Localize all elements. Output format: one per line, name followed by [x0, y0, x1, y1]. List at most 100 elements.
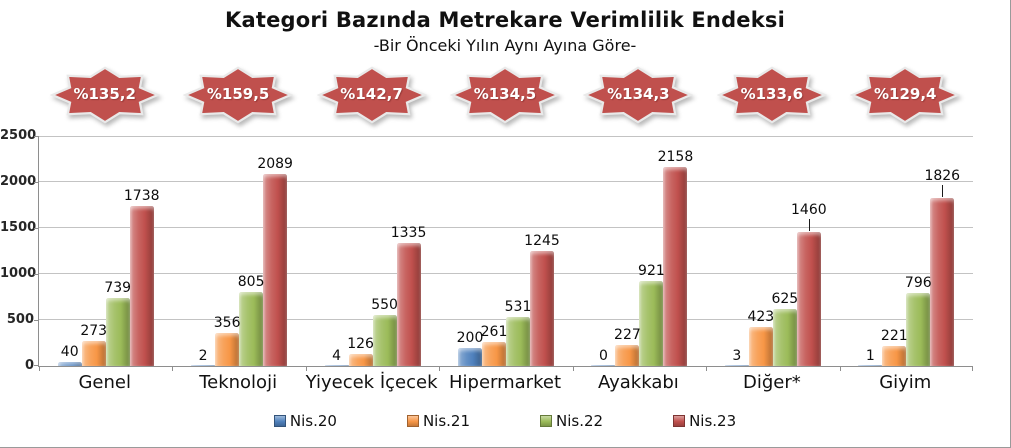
bar-Nis.22-Hipermarket — [506, 317, 530, 366]
data-label: 1738 — [123, 188, 160, 205]
legend-label: Nis.23 — [689, 412, 737, 430]
badge-cell: %129,4 — [839, 64, 972, 126]
data-label: 4 — [332, 347, 342, 364]
legend-marker-icon — [673, 415, 686, 427]
badge-value: %159,5 — [206, 85, 270, 103]
x-axis-tick — [39, 367, 40, 371]
bar-Nis.22-Ayakkabı — [639, 281, 664, 366]
star-seal-icon — [316, 66, 427, 124]
data-label: 2089 — [257, 155, 293, 172]
badge-value: %134,3 — [607, 85, 670, 103]
bar-Nis.21-Yiyecek İçecek — [348, 354, 373, 366]
bar-Nis.20-Diğer* — [724, 364, 749, 366]
star-seal-icon — [716, 66, 828, 124]
data-label: 221 — [880, 327, 908, 344]
data-label: 1 — [865, 347, 875, 364]
badge-value: %142,7 — [340, 85, 403, 103]
data-label: 805 — [237, 273, 265, 290]
percentage-star-badge: %133,6 — [716, 66, 828, 124]
data-label: 227 — [614, 327, 641, 344]
data-label: 550 — [371, 297, 398, 314]
bar-Nis.23-Giyim — [930, 198, 955, 366]
data-label: 739 — [104, 280, 132, 297]
y-axis-tick-label: 2000 — [0, 174, 37, 189]
y-axis-tick — [34, 182, 39, 183]
bar-Nis.21-Giyim — [882, 345, 907, 366]
bar-Nis.20-Yiyecek İçecek — [324, 364, 349, 366]
badge-cell: %159,5 — [171, 64, 304, 126]
x-axis-tick — [572, 367, 574, 371]
y-axis-tick — [34, 320, 39, 321]
percentage-star-badge: %129,4 — [849, 66, 961, 124]
star-seal-icon — [49, 66, 161, 124]
badge-cell: %134,5 — [438, 64, 571, 126]
y-axis-tick-label: 1000 — [0, 266, 37, 281]
data-label: 531 — [504, 299, 532, 316]
data-label: 796 — [904, 274, 932, 291]
data-label: 356 — [213, 315, 241, 332]
bar-Nis.20-Giyim — [858, 364, 883, 366]
data-label: 625 — [771, 290, 799, 307]
bar-Nis.22-Teknoloji — [239, 291, 264, 366]
percentage-star-badge: %134,5 — [449, 66, 561, 124]
badge-cell: %135,2 — [38, 64, 171, 126]
legend-label: Nis.22 — [556, 412, 604, 430]
gridline-1000 — [39, 273, 973, 274]
badge-cell: %134,3 — [572, 64, 705, 126]
data-label: 423 — [747, 309, 775, 326]
badge-cell: %142,7 — [305, 64, 438, 126]
category-label: Yiyecek İçecek — [305, 372, 438, 393]
star-seal-icon — [182, 66, 294, 124]
data-label: 1245 — [524, 233, 560, 250]
data-label: 2 — [198, 347, 208, 364]
badge-value: %135,2 — [73, 85, 136, 103]
x-axis-tick — [706, 367, 708, 371]
star-seal-icon — [582, 66, 694, 124]
bar-Nis.21-Diğer* — [748, 327, 773, 366]
legend: Nis.20 Nis.21 Nis.22 Nis.23 — [0, 412, 1010, 430]
data-label: 0 — [598, 348, 608, 364]
star-seal-icon — [449, 66, 561, 124]
bar-Nis.20-Genel — [57, 362, 82, 366]
data-label: 261 — [480, 324, 508, 340]
percentage-star-badge: %134,3 — [582, 66, 694, 124]
bar-Nis.22-Giyim — [906, 292, 931, 366]
bar-Nis.22-Diğer* — [772, 308, 797, 366]
badge-value: %134,5 — [473, 85, 537, 103]
y-axis-tick-label: 1500 — [0, 220, 37, 235]
data-label: 40 — [60, 344, 79, 361]
data-label: 921 — [638, 263, 665, 280]
legend-item-Nis.22: Nis.22 — [540, 412, 603, 430]
percentage-badge-row: %135,2 %159,5 %142,7 %134,5 %134,3 %133,… — [38, 64, 972, 126]
x-axis-tick — [439, 367, 441, 371]
bar-Nis.20-Ayakkabı — [591, 365, 616, 366]
gridline-2500 — [39, 136, 973, 137]
percentage-star-badge: %142,7 — [316, 66, 428, 124]
category-label: Teknoloji — [199, 372, 278, 393]
bar-Nis.23-Ayakkabı — [663, 167, 688, 366]
badge-cell: %133,6 — [705, 64, 838, 126]
bar-Nis.20-Hipermarket — [458, 347, 482, 366]
badge-value: %129,4 — [873, 85, 937, 103]
y-axis-tick — [34, 274, 39, 275]
category-label: Diğer* — [742, 372, 801, 393]
y-axis-tick-label: 500 — [6, 312, 34, 327]
data-label-leader-line — [808, 218, 810, 231]
x-axis-tick — [839, 367, 841, 371]
bar-Nis.23-Genel — [129, 206, 154, 366]
percentage-star-badge: %135,2 — [49, 66, 161, 124]
data-label: 1826 — [924, 168, 961, 185]
legend-marker-icon — [406, 415, 419, 427]
gridline-2000 — [39, 181, 973, 182]
legend-item-Nis.20: Nis.20 — [273, 412, 337, 430]
category-label: Ayakkabı — [598, 372, 679, 393]
bar-Nis.21-Hipermarket — [482, 342, 506, 366]
data-label: 2158 — [657, 149, 694, 166]
percentage-star-badge: %159,5 — [182, 66, 294, 124]
y-axis-tick-label: 2500 — [0, 128, 37, 143]
y-axis-tick — [34, 136, 39, 137]
bar-Nis.23-Diğer* — [796, 231, 821, 366]
category-label: Genel — [78, 372, 131, 393]
category-label: Hipermarket — [449, 372, 561, 393]
x-axis-tick — [972, 367, 973, 371]
